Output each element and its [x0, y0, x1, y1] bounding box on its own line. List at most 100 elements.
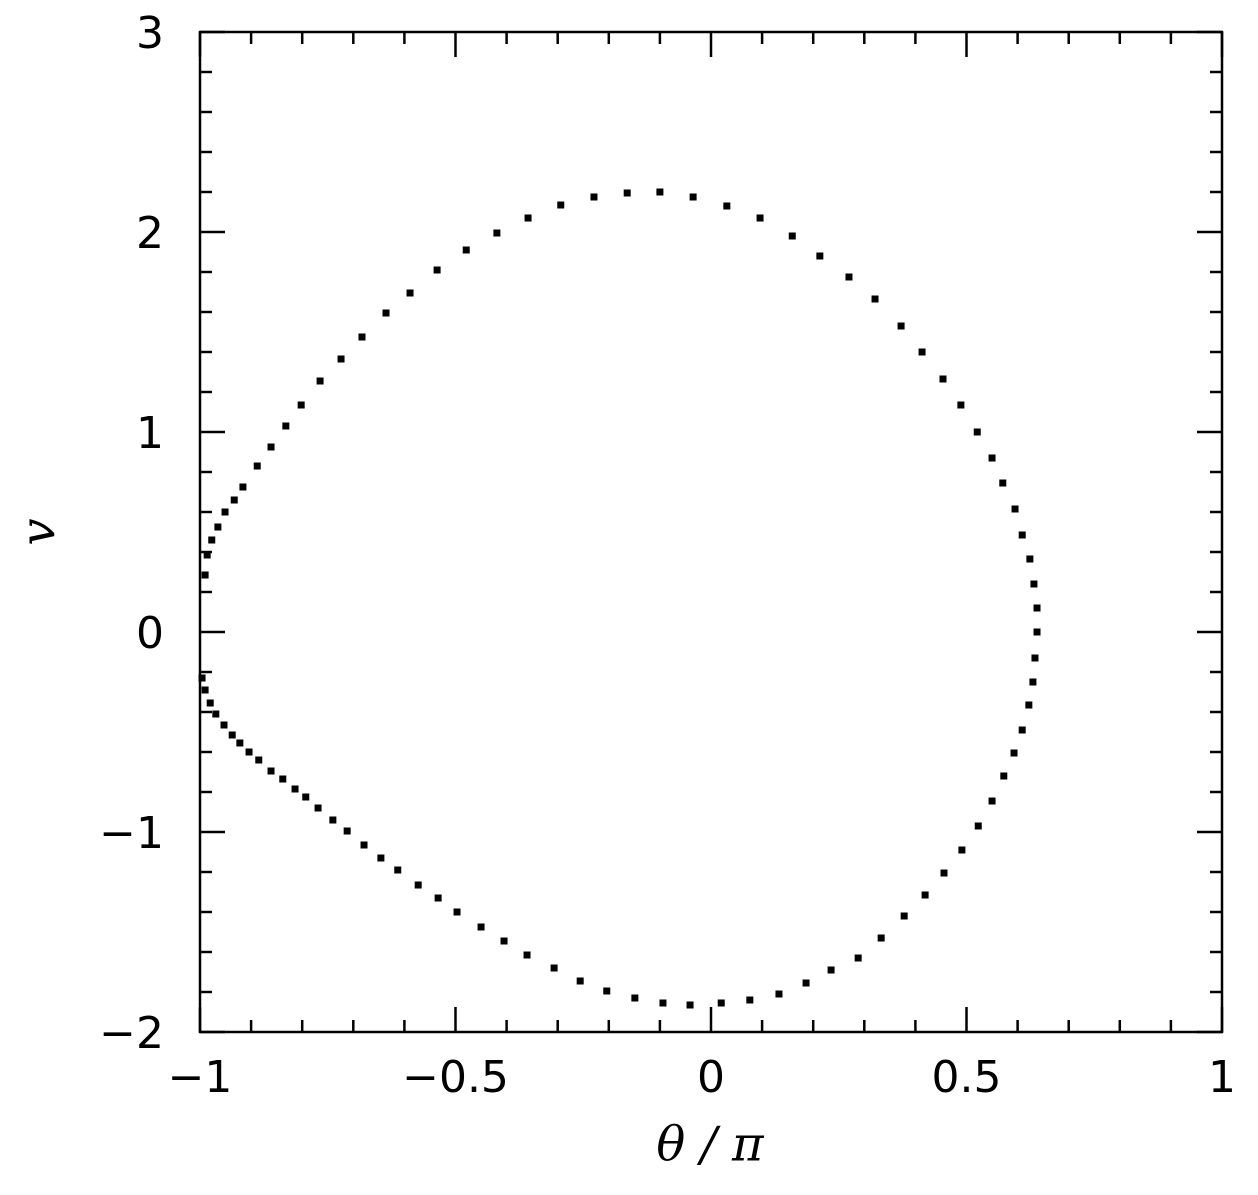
point	[1010, 749, 1018, 757]
point	[245, 748, 253, 756]
point	[623, 189, 631, 197]
point	[477, 923, 485, 931]
point	[316, 377, 324, 385]
point	[550, 964, 558, 972]
point	[1029, 678, 1037, 686]
point	[974, 822, 982, 830]
point	[382, 309, 390, 317]
x-tick-label: 0.5	[932, 1052, 1002, 1103]
point	[282, 422, 290, 430]
point	[897, 322, 905, 330]
y-tick-label: 1	[136, 408, 164, 459]
point	[462, 246, 470, 254]
x-tick-label: −0.5	[402, 1052, 509, 1103]
point	[434, 894, 442, 902]
y-tick-label: −2	[99, 1008, 164, 1059]
point	[631, 994, 639, 1002]
point	[717, 999, 725, 1007]
point	[406, 289, 414, 297]
point	[958, 846, 966, 854]
point	[746, 996, 754, 1004]
point	[603, 987, 611, 995]
x-tick-label: 1	[1208, 1052, 1236, 1103]
point	[1000, 772, 1008, 780]
point	[377, 854, 385, 862]
point	[314, 804, 322, 812]
point	[279, 775, 287, 783]
y-axis-title: v	[11, 518, 67, 545]
point	[999, 479, 1007, 487]
point	[228, 731, 236, 739]
point	[524, 214, 532, 222]
point	[1026, 555, 1034, 563]
point	[343, 827, 351, 835]
point	[845, 273, 853, 281]
point	[267, 767, 275, 775]
point	[220, 721, 228, 729]
point	[576, 977, 584, 985]
point	[1031, 654, 1039, 662]
point	[394, 866, 402, 874]
point	[871, 295, 879, 303]
point	[590, 193, 598, 201]
point	[239, 483, 247, 491]
point	[255, 756, 263, 764]
point	[1011, 505, 1019, 513]
y-tick-label: 3	[136, 8, 164, 59]
y-tick-label: −1	[99, 808, 164, 859]
point	[686, 1001, 694, 1009]
point	[827, 966, 835, 974]
point	[221, 508, 229, 516]
point	[360, 841, 368, 849]
point	[201, 571, 209, 579]
point	[414, 881, 422, 889]
point	[940, 869, 948, 877]
point	[988, 797, 996, 805]
point	[756, 214, 764, 222]
point	[453, 908, 461, 916]
plot-frame	[198, 30, 1224, 1034]
point	[358, 333, 366, 341]
point	[1033, 628, 1041, 636]
point	[1033, 604, 1041, 612]
point	[198, 674, 206, 682]
point	[689, 193, 697, 201]
point	[493, 229, 501, 237]
x-tick-label: 0	[697, 1052, 725, 1103]
point	[1018, 531, 1026, 539]
point	[788, 232, 796, 240]
point	[208, 536, 216, 544]
point	[1025, 701, 1033, 709]
point	[877, 934, 885, 942]
point	[1030, 580, 1038, 588]
point	[854, 954, 862, 962]
point	[659, 999, 667, 1007]
y-tick-label: 0	[136, 608, 164, 659]
point	[921, 891, 929, 899]
point	[329, 816, 337, 824]
point	[214, 523, 222, 531]
point	[230, 496, 238, 504]
point	[201, 686, 209, 694]
point	[337, 355, 345, 363]
point	[253, 462, 261, 470]
point	[802, 979, 810, 987]
point	[302, 793, 310, 801]
y-tick-label: 2	[136, 208, 164, 259]
point	[1018, 726, 1026, 734]
point	[988, 454, 996, 462]
point	[723, 202, 731, 210]
x-axis-title: θ / π	[656, 1117, 765, 1173]
point	[267, 443, 275, 451]
x-tick-label: −1	[168, 1052, 233, 1103]
point	[206, 699, 214, 707]
point	[656, 188, 664, 196]
point	[203, 551, 211, 559]
point	[900, 912, 908, 920]
point	[291, 785, 299, 793]
point	[973, 428, 981, 436]
point	[212, 710, 220, 718]
point	[557, 201, 565, 209]
